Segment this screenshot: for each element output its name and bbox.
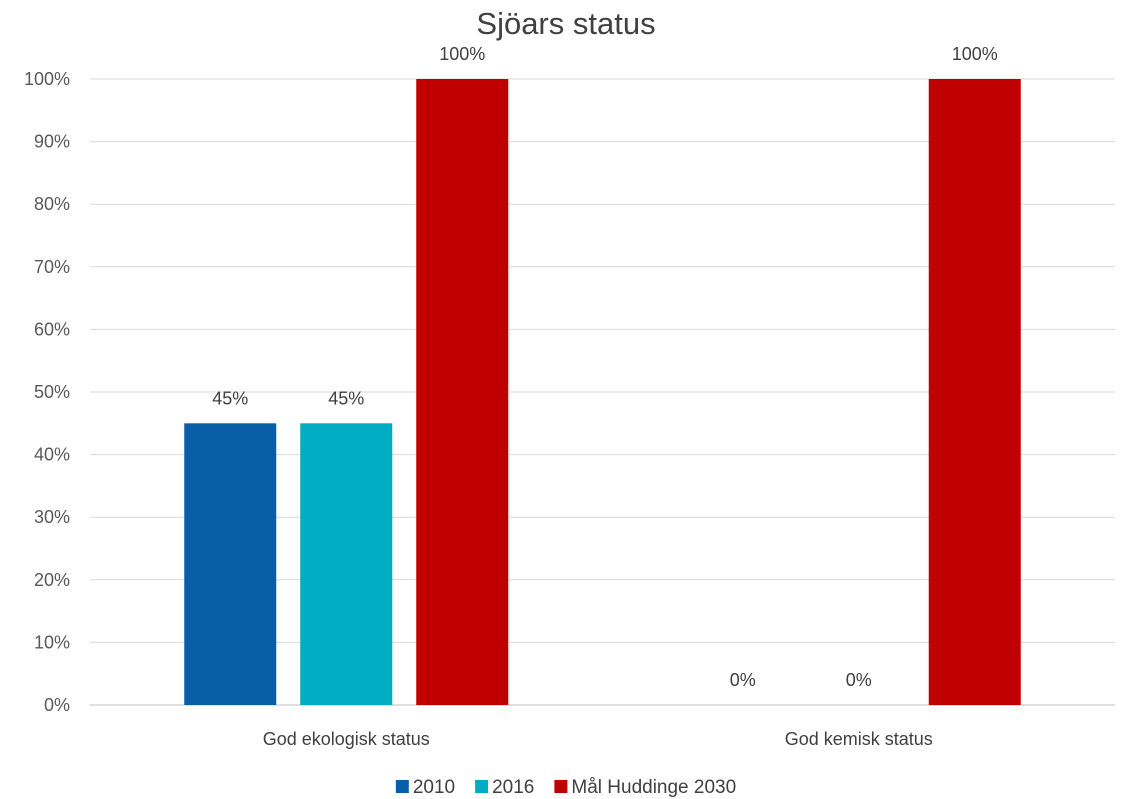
y-tick-label: 60% (34, 319, 70, 339)
y-tick-label: 40% (34, 445, 70, 465)
legend: 2010 2016 Mål Huddinge 2030 (395, 777, 736, 798)
legend-swatch (475, 780, 489, 793)
y-tick-label: 20% (34, 570, 70, 590)
data-labels: 45% 45% 100% 0% 0% 100% (212, 44, 998, 690)
legend-label: 2010 (413, 777, 455, 798)
chart-title: Sjöars status (476, 6, 655, 41)
category-label: God ekologisk status (263, 729, 430, 749)
bar (300, 423, 393, 705)
legend-label: Mål Huddinge 2030 (571, 777, 736, 798)
bars (184, 79, 1021, 705)
bar (928, 79, 1021, 705)
y-tick-label: 0% (44, 695, 70, 715)
y-axis-ticks: 0% 10% 20% 30% 40% 50% 60% 70% 80% 90% 100% (24, 69, 70, 715)
bar (416, 79, 509, 705)
legend-item: 2010 (395, 777, 455, 798)
y-tick-label: 100% (24, 69, 70, 89)
y-tick-label: 70% (34, 257, 70, 277)
data-label: 45% (212, 388, 248, 408)
y-tick-label: 90% (34, 132, 70, 152)
category-label: God kemisk status (785, 729, 933, 749)
legend-item: 2016 (475, 777, 534, 798)
data-label: 100% (952, 44, 998, 64)
legend-label: 2016 (492, 777, 534, 798)
data-label: 100% (439, 44, 485, 64)
legend-swatch (395, 780, 409, 793)
data-label: 45% (328, 388, 364, 408)
y-tick-label: 10% (34, 632, 70, 652)
bar (184, 423, 277, 705)
data-label: 0% (846, 670, 872, 690)
legend-swatch (554, 780, 568, 793)
data-label: 0% (730, 670, 756, 690)
y-tick-label: 30% (34, 507, 70, 527)
y-tick-label: 50% (34, 382, 70, 402)
y-tick-label: 80% (34, 194, 70, 214)
legend-item: Mål Huddinge 2030 (554, 777, 736, 798)
x-axis-categories: God ekologisk status God kemisk status (263, 729, 933, 749)
